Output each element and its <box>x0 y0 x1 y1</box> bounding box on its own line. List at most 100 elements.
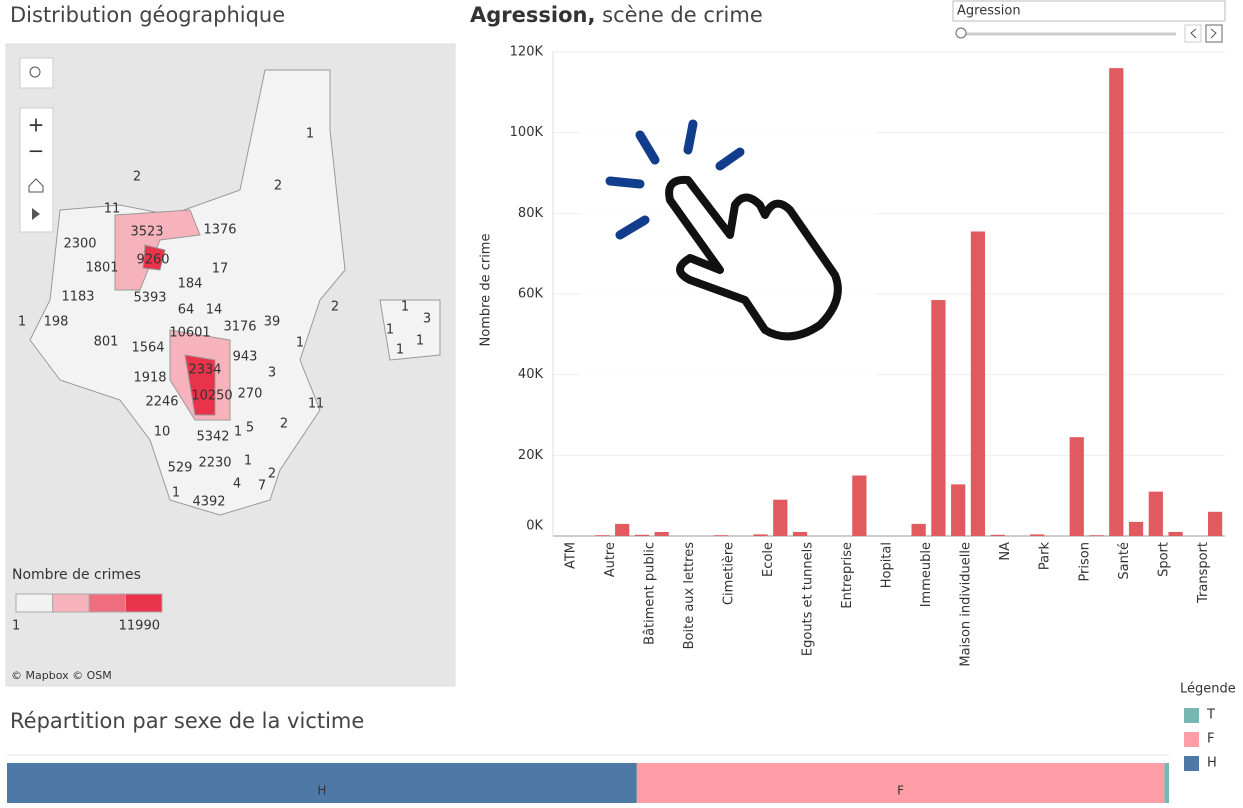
map-label: 2230 <box>198 456 231 471</box>
map-label: 1 <box>396 343 404 358</box>
map-label: 64 <box>178 303 195 318</box>
legend-swatch <box>52 593 90 613</box>
bar <box>1168 531 1183 536</box>
bar-title: Agression, scène de crime <box>470 3 763 27</box>
slider-thumb[interactable] <box>955 27 967 39</box>
bar <box>852 475 867 536</box>
y-tick-label: 0K <box>526 519 543 534</box>
filter-value: Agression <box>957 4 1021 19</box>
bar <box>773 499 788 536</box>
x-tick-label: NA <box>998 542 1013 561</box>
legend-swatch <box>1184 756 1199 771</box>
map-label: 10250 <box>191 389 232 404</box>
bar <box>931 300 946 536</box>
legend-label: F <box>1207 732 1214 747</box>
play-icon[interactable] <box>32 208 40 220</box>
bar <box>990 534 1005 536</box>
map-label: 198 <box>44 315 69 330</box>
y-tick-label: 120K <box>510 45 544 60</box>
x-tick-label: Entreprise <box>840 542 855 609</box>
map-label: 1 <box>386 323 394 338</box>
y-tick-label: 60K <box>518 287 544 302</box>
search-icon <box>29 66 41 78</box>
zoom-out[interactable]: − <box>28 139 45 163</box>
map-label: 5342 <box>196 430 229 445</box>
map-label: 1376 <box>203 223 236 238</box>
sex-title: Répartition par sexe de la victime <box>10 709 364 733</box>
next-button[interactable] <box>1205 24 1223 43</box>
search-button[interactable] <box>19 57 54 89</box>
x-tick-label: Egouts et tunnels <box>801 542 816 656</box>
x-tick-label: Santé <box>1117 542 1132 580</box>
y-tick-label: 100K <box>510 125 544 140</box>
map-label: 184 <box>178 277 203 292</box>
map-legend-max: 11990 <box>119 619 160 634</box>
map-label: 2 <box>331 300 339 315</box>
legend-title: Légende <box>1180 682 1236 697</box>
map-region <box>29 69 346 516</box>
y-tick-label: 80K <box>518 206 544 221</box>
map-label: 529 <box>168 461 193 476</box>
map-label: 11 <box>104 202 121 217</box>
map-label: 2 <box>133 170 141 185</box>
map-label: 5393 <box>133 291 166 306</box>
bar <box>792 531 808 536</box>
map-label: 1 <box>306 127 314 142</box>
map-label: 3 <box>268 366 276 381</box>
hand-rays <box>605 119 745 240</box>
map-label: 7 <box>258 479 266 494</box>
map-label: 4392 <box>192 495 225 510</box>
x-tick-label: Immeuble <box>919 542 934 607</box>
legend-swatch <box>125 593 163 613</box>
map-label: 4 <box>233 477 241 492</box>
segment-label: H <box>317 784 326 798</box>
map-label: 1 <box>18 315 26 330</box>
map-label: 270 <box>238 387 263 402</box>
map-label: 2 <box>280 417 288 432</box>
bar <box>1128 521 1144 536</box>
map-label: 2300 <box>63 237 96 252</box>
map-label: 1801 <box>85 261 118 276</box>
zoom-in[interactable]: + <box>28 113 45 137</box>
map-label: 1 <box>401 300 409 315</box>
bar <box>595 535 610 536</box>
map-controls[interactable] <box>19 107 54 233</box>
legend-swatch <box>88 593 126 613</box>
map-label: 943 <box>233 350 258 365</box>
filter-dropdown[interactable] <box>952 0 1226 22</box>
y-tick-label: 40K <box>518 367 544 382</box>
x-tick-label: Maison individuelle <box>959 542 974 667</box>
x-tick-label: Bâtiment public <box>642 542 657 645</box>
map-legend <box>15 593 163 613</box>
sex-segment <box>636 763 1165 803</box>
map-label: 3 <box>423 312 431 327</box>
map-label: 17 <box>212 262 229 277</box>
bar <box>1148 491 1163 536</box>
map-label: 3523 <box>130 225 163 240</box>
bar <box>911 523 926 536</box>
map-label: 10 <box>154 425 171 440</box>
y-axis-title: Nombre de crime <box>479 234 494 347</box>
legend-swatch <box>15 593 53 613</box>
prev-button[interactable] <box>1184 24 1202 43</box>
map-label: 5 <box>246 421 254 436</box>
bar <box>713 535 729 536</box>
bar <box>753 534 768 536</box>
x-tick-label: Autre <box>603 542 618 577</box>
bar <box>634 534 650 536</box>
map-label: 2334 <box>188 363 221 378</box>
home-icon[interactable] <box>28 178 44 193</box>
x-tick-label: Ecole <box>761 542 776 577</box>
map-legend-title: Nombre de crimes <box>12 567 141 583</box>
sex-segment <box>1164 763 1169 803</box>
map-legend-min: 1 <box>12 619 20 634</box>
map-region <box>379 299 441 361</box>
map-label: 14 <box>206 303 223 318</box>
map-label: 1183 <box>61 290 94 305</box>
x-tick-label: ATM <box>563 542 578 569</box>
map-label: 3176 <box>223 320 256 335</box>
segment-label: F <box>897 784 904 798</box>
sex-segment <box>7 763 637 803</box>
